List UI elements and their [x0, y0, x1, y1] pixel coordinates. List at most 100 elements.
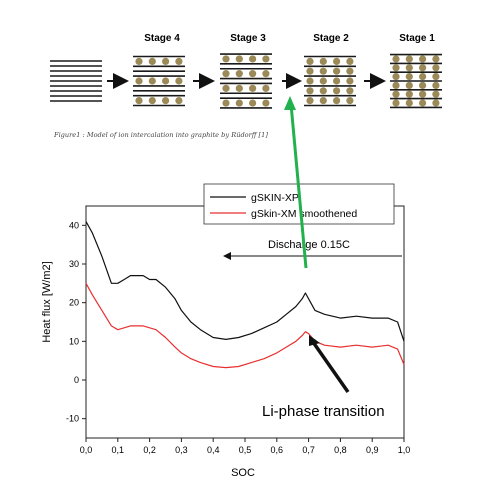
- stage-2-label: Stage 2: [313, 33, 349, 44]
- green-arrow-shaft: [289, 103, 308, 269]
- lithium-ion: [135, 77, 143, 85]
- green-arrow-head: [284, 96, 296, 110]
- lithium-ion: [419, 81, 427, 89]
- transition-arrow-head: [309, 335, 320, 346]
- lithium-ion: [392, 81, 400, 89]
- lithium-ion: [235, 84, 243, 92]
- lithium-ion: [306, 67, 314, 75]
- x-tick-label: 0,3: [175, 445, 188, 455]
- lithium-ion: [222, 55, 230, 63]
- lithium-ion: [405, 55, 413, 63]
- lithium-ion: [432, 73, 440, 81]
- lithium-ion: [419, 73, 427, 81]
- series-line-gskin-xp: [85, 221, 405, 342]
- lithium-ion: [262, 84, 270, 92]
- lithium-ion: [405, 64, 413, 72]
- graphite-stack: [304, 55, 356, 107]
- transition-label: Li-phase transition: [262, 403, 385, 420]
- lithium-ion: [249, 70, 257, 78]
- lithium-ion: [346, 67, 354, 75]
- lithium-ion: [222, 70, 230, 78]
- lithium-ion: [432, 81, 440, 89]
- lithium-ion: [262, 70, 270, 78]
- legend-label-gskin-xp: gSKIN-XP: [251, 192, 299, 204]
- y-tick-label: 10: [69, 336, 79, 346]
- x-tick-label: 0,9: [366, 445, 379, 455]
- lithium-ion: [319, 97, 327, 105]
- lithium-ion: [333, 77, 341, 85]
- y-tick-label: 40: [69, 220, 79, 230]
- x-tick-label: 0,2: [143, 445, 156, 455]
- lithium-ion: [235, 70, 243, 78]
- lithium-ion: [306, 97, 314, 105]
- lithium-ion: [162, 57, 170, 65]
- lithium-ion: [405, 99, 413, 107]
- lithium-ion: [162, 97, 170, 105]
- x-tick-label: 0,7: [302, 445, 315, 455]
- lithium-ion: [262, 55, 270, 63]
- x-tick-label: 0,6: [271, 445, 284, 455]
- lithium-ion: [249, 99, 257, 107]
- lithium-ion: [392, 73, 400, 81]
- lithium-ion: [175, 57, 183, 65]
- figure-caption: Figure1 : Model of ion intercalation int…: [53, 131, 268, 139]
- discharge-label: Discharge 0.15C: [268, 239, 350, 251]
- x-tick-label: 0,8: [334, 445, 347, 455]
- lithium-ion: [306, 77, 314, 85]
- axis-ticks: 0,0 0,1 0,2 0,3 0,4 0,5 0,6 0,7 0,8 0,9 1,0 -10 0 10 2…: [66, 220, 410, 455]
- lithium-ion: [222, 99, 230, 107]
- lithium-ion: [148, 97, 156, 105]
- lithium-ion: [432, 64, 440, 72]
- lithium-ion: [419, 64, 427, 72]
- transition-arrow-shaft: [311, 340, 350, 394]
- y-tick-label: 20: [69, 298, 79, 308]
- lithium-ion: [319, 87, 327, 95]
- graphite-stack: [390, 53, 442, 109]
- lithium-ion: [319, 57, 327, 65]
- lithium-ion: [392, 90, 400, 98]
- lithium-ion: [235, 99, 243, 107]
- lithium-ion: [319, 77, 327, 85]
- x-tick-label: 1,0: [398, 445, 411, 455]
- lithium-ion: [419, 90, 427, 98]
- lithium-ion: [432, 99, 440, 107]
- lithium-ion: [346, 77, 354, 85]
- lithium-ion: [432, 90, 440, 98]
- lithium-ion: [432, 55, 440, 63]
- series-line-gskin-xm: [85, 283, 405, 369]
- lithium-ion: [405, 81, 413, 89]
- lithium-ion: [346, 87, 354, 95]
- lithium-ion: [249, 84, 257, 92]
- stage-4-label: Stage 4: [144, 33, 180, 44]
- lithium-ion: [405, 73, 413, 81]
- lithium-ion: [148, 57, 156, 65]
- lithium-ion: [306, 57, 314, 65]
- lithium-ion: [392, 55, 400, 63]
- lithium-ion: [346, 97, 354, 105]
- lithium-ion: [162, 77, 170, 85]
- lithium-ion: [148, 77, 156, 85]
- lithium-ion: [319, 67, 327, 75]
- graphite-stack: [133, 55, 185, 107]
- lithium-ion: [175, 77, 183, 85]
- lithium-ion: [262, 99, 270, 107]
- lithium-ion: [392, 99, 400, 107]
- x-tick-label: 0,4: [207, 445, 220, 455]
- lithium-ion: [135, 57, 143, 65]
- lithium-ion: [392, 64, 400, 72]
- x-tick-label: 0,0: [80, 445, 93, 455]
- stage-3-label: Stage 3: [230, 33, 266, 44]
- lithium-ion: [306, 87, 314, 95]
- heat-flux-chart: 0,0 0,1 0,2 0,3 0,4 0,5 0,6 0,7 0,8 0,9 1,0 -10 0 10 2…: [41, 205, 410, 479]
- lithium-ion: [135, 97, 143, 105]
- x-tick-label: 0,1: [112, 445, 125, 455]
- lithium-ion: [235, 55, 243, 63]
- lithium-ion: [419, 99, 427, 107]
- series-layer: [85, 221, 405, 369]
- intercalation-diagram: [50, 53, 442, 109]
- lithium-ion: [249, 55, 257, 63]
- lithium-ion: [333, 67, 341, 75]
- lithium-ion: [333, 87, 341, 95]
- y-tick-label: 30: [69, 259, 79, 269]
